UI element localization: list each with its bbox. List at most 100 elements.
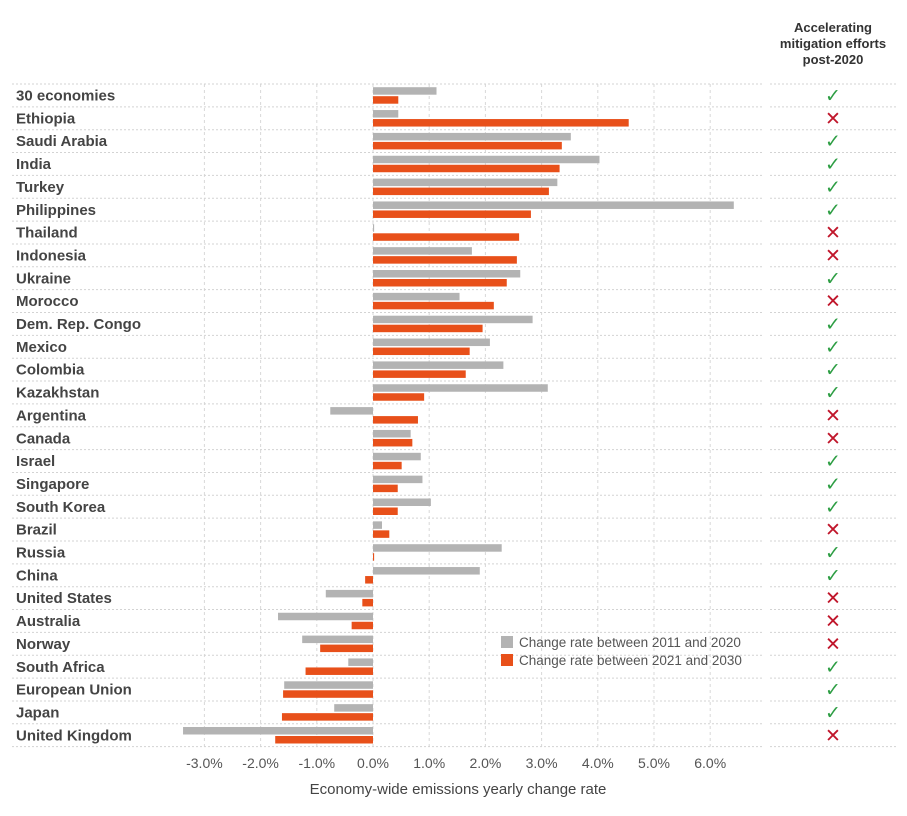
check-icon: ✓ xyxy=(825,199,841,221)
cross-icon: ✕ xyxy=(825,428,841,450)
bar-european-union-2021-2030 xyxy=(283,690,373,698)
status-header-line-3: post-2020 xyxy=(803,52,864,67)
bar-canada-2011-2020 xyxy=(373,429,411,438)
bar-brazil-2021-2030 xyxy=(373,530,390,538)
bar-dem-rep-congo-2021-2030 xyxy=(373,324,483,333)
country-label-south-africa: South Africa xyxy=(16,659,105,676)
x-tick-label: 1.0% xyxy=(413,755,445,771)
bar-israel-2021-2030 xyxy=(373,461,402,470)
bar-kazakhstan-2021-2030 xyxy=(373,393,425,401)
bar-china-2021-2030 xyxy=(365,576,373,584)
country-label-china: China xyxy=(16,567,58,584)
cross-icon: ✕ xyxy=(825,588,841,610)
bar-australia-2011-2020 xyxy=(278,612,373,621)
bar-colombia-2011-2020 xyxy=(373,361,504,369)
check-icon: ✓ xyxy=(825,451,841,473)
row-separators xyxy=(12,83,896,748)
check-icon: ✓ xyxy=(825,382,841,404)
bar-indonesia-2011-2020 xyxy=(373,247,472,255)
x-axis: Economy-wide emissions yearly change rat… xyxy=(186,755,726,798)
country-label-south-korea: South Korea xyxy=(16,499,106,516)
bar-philippines-2011-2020 xyxy=(373,201,734,209)
bar-argentina-2021-2030 xyxy=(373,416,418,424)
bar-norway-2021-2030 xyxy=(320,644,373,653)
bar-ukraine-2021-2030 xyxy=(373,279,507,287)
bar-ethiopia-2011-2020 xyxy=(373,110,399,118)
country-label-united-states: United States xyxy=(16,590,112,607)
check-icon: ✓ xyxy=(825,679,841,701)
bar-mexico-2021-2030 xyxy=(373,347,470,356)
bar-norway-2011-2020 xyxy=(302,635,373,644)
bar-israel-2011-2020 xyxy=(373,452,421,461)
country-label-thailand: Thailand xyxy=(16,225,78,242)
country-label-norway: Norway xyxy=(16,636,71,653)
bar-india-2011-2020 xyxy=(373,155,600,164)
legend: Change rate between 2011 and 2020 Change… xyxy=(501,635,742,668)
bar-ethiopia-2021-2030 xyxy=(373,119,629,127)
bar-morocco-2021-2030 xyxy=(373,301,494,310)
check-icon: ✓ xyxy=(825,565,841,587)
bar-kazakhstan-2011-2020 xyxy=(373,384,548,392)
bar-dem-rep-congo-2011-2020 xyxy=(373,315,533,324)
bar-thailand-2021-2030 xyxy=(373,233,520,241)
country-label-india: India xyxy=(16,156,52,173)
bar-united-kingdom-2021-2030 xyxy=(275,736,373,744)
check-icon: ✓ xyxy=(825,131,841,153)
country-label-mexico: Mexico xyxy=(16,339,67,356)
bar-india-2021-2030 xyxy=(373,164,560,173)
cross-icon: ✕ xyxy=(825,725,841,747)
country-label-australia: Australia xyxy=(16,613,81,630)
country-label-colombia: Colombia xyxy=(16,362,85,379)
bar-south-korea-2021-2030 xyxy=(373,507,398,515)
bar-30-economies-2011-2020 xyxy=(373,87,437,95)
country-label-kazakhstan: Kazakhstan xyxy=(16,385,99,402)
x-tick-label: -1.0% xyxy=(299,755,336,771)
check-icon: ✓ xyxy=(825,268,841,290)
country-label-saudi-arabia: Saudi Arabia xyxy=(16,133,108,150)
bar-thailand-2011-2020 xyxy=(373,224,375,232)
bar-japan-2011-2020 xyxy=(334,704,373,712)
bar-brazil-2011-2020 xyxy=(373,521,382,529)
bar-philippines-2021-2030 xyxy=(373,210,531,218)
bars xyxy=(183,87,734,744)
cross-icon: ✕ xyxy=(825,519,841,541)
x-tick-label: 5.0% xyxy=(638,755,670,771)
bar-saudi-arabia-2021-2030 xyxy=(373,141,562,150)
bar-30-economies-2021-2030 xyxy=(373,96,399,104)
bar-european-union-2011-2020 xyxy=(284,681,373,689)
country-label-israel: Israel xyxy=(16,453,55,470)
bar-indonesia-2021-2030 xyxy=(373,256,517,264)
bar-south-africa-2011-2020 xyxy=(348,658,373,666)
check-icon: ✓ xyxy=(825,359,841,381)
country-label-european-union: European Union xyxy=(16,682,132,699)
x-tick-label: 3.0% xyxy=(526,755,558,771)
bar-china-2011-2020 xyxy=(373,567,480,575)
bar-colombia-2021-2030 xyxy=(373,370,466,378)
status-header-line-2: mitigation efforts xyxy=(780,36,886,51)
x-tick-label: -3.0% xyxy=(186,755,223,771)
legend-swatch-2021-2030 xyxy=(501,654,513,666)
country-labels: 30 economies Ethiopia Saudi Arabia India Tur… xyxy=(16,88,141,745)
check-icon: ✓ xyxy=(825,702,841,724)
cross-icon: ✕ xyxy=(825,633,841,655)
cross-icon: ✕ xyxy=(825,245,841,267)
bar-south-africa-2021-2030 xyxy=(305,667,373,675)
bar-united-states-2011-2020 xyxy=(325,589,373,598)
legend-swatch-2011-2020 xyxy=(501,636,513,648)
bar-argentina-2011-2020 xyxy=(330,407,373,415)
bar-morocco-2011-2020 xyxy=(373,292,460,301)
x-axis-label: Economy-wide emissions yearly change rat… xyxy=(310,781,607,798)
legend-label-2011-2020: Change rate between 2011 and 2020 xyxy=(519,635,741,650)
cross-icon: ✕ xyxy=(825,291,841,313)
x-tick-label: 4.0% xyxy=(582,755,614,771)
bar-russia-2011-2020 xyxy=(373,544,502,552)
bar-turkey-2021-2030 xyxy=(373,187,549,196)
country-label-united-kingdom: United Kingdom xyxy=(16,727,132,744)
check-icon: ✓ xyxy=(825,314,841,336)
status-marks: ✓✕✓✓✓✓✕✕✓✕✓✓✓✓✕✕✓✓✓✕✓✓✕✕✕✓✓✓✕ xyxy=(825,85,841,747)
country-label-ethiopia: Ethiopia xyxy=(16,110,76,127)
check-icon: ✓ xyxy=(825,656,841,678)
country-label-philippines: Philippines xyxy=(16,202,96,219)
legend-label-2021-2030: Change rate between 2021 and 2030 xyxy=(519,653,742,668)
